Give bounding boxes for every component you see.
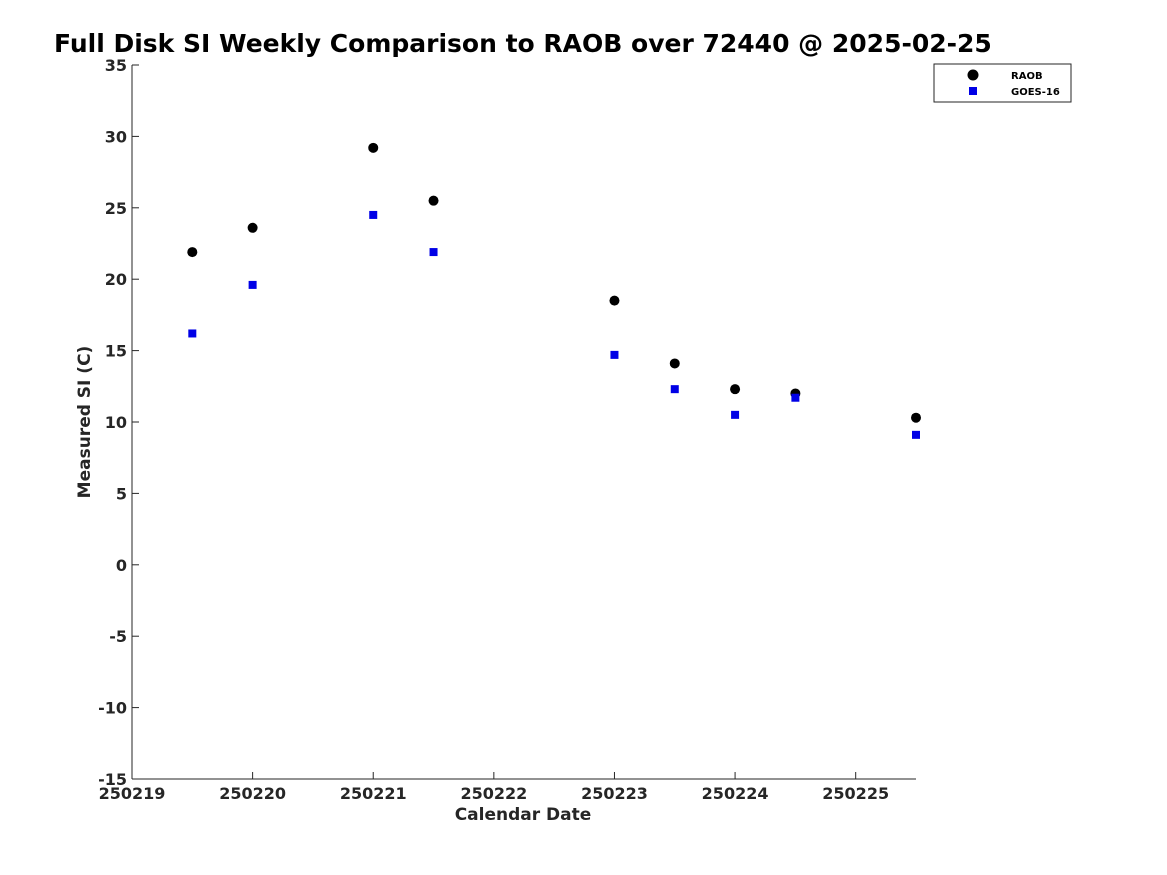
- y-tick-label: 10: [105, 413, 127, 432]
- y-tick-label: 0: [116, 556, 127, 575]
- legend-label-raob: RAOB: [1011, 71, 1043, 82]
- goes-16-point: [188, 329, 197, 338]
- raob-point: [609, 295, 620, 306]
- x-tick-label: 250221: [340, 784, 407, 803]
- legend-marker-raob: [967, 69, 979, 81]
- raob-point: [368, 142, 379, 153]
- y-tick-label: 5: [116, 484, 127, 503]
- goes-16-point: [248, 280, 257, 289]
- raob-point: [730, 384, 741, 395]
- x-tick-label: 250223: [581, 784, 648, 803]
- x-axis-label: Calendar Date: [455, 805, 592, 825]
- x-tick-label: 250219: [99, 784, 166, 803]
- raob-point: [911, 412, 921, 423]
- raob-point: [669, 358, 680, 369]
- y-tick-label: 15: [105, 342, 127, 361]
- y-ticks: 35 30 25 20 15 10 5 0 -5 -10 -15: [98, 56, 139, 789]
- y-tick-label: 20: [105, 270, 127, 289]
- data-points: [187, 142, 921, 439]
- legend-box: [933, 63, 1072, 103]
- goes-16-point: [731, 410, 740, 419]
- x-tick-label: 250224: [702, 784, 769, 803]
- raob-point: [247, 222, 258, 233]
- goes-16-point: [369, 210, 378, 219]
- x-ticks: 250219 250220 250221 250222 250223 250224 2502…: [99, 772, 889, 803]
- legend-marker-goes-16: [969, 87, 977, 95]
- y-tick-label: -15: [98, 770, 127, 789]
- x-tick-label: 250222: [460, 784, 527, 803]
- x-tick-label: 250225: [822, 784, 889, 803]
- legend: RAOB GOES-16: [933, 63, 1072, 103]
- raob-point: [428, 195, 439, 206]
- goes-16-point: [670, 385, 679, 394]
- legend-label-goes-16: GOES-16: [1011, 87, 1060, 98]
- x-tick-label: 250220: [219, 784, 286, 803]
- y-tick-label: -5: [109, 627, 127, 646]
- axes: [131, 65, 916, 780]
- raob-point: [187, 247, 198, 258]
- y-tick-label: 25: [105, 199, 127, 218]
- y-tick-label: 35: [105, 56, 127, 75]
- y-tick-label: 30: [105, 127, 127, 146]
- goes-16-point: [791, 393, 800, 402]
- goes-16-point: [429, 248, 438, 257]
- goes-16-point: [912, 430, 920, 439]
- chart-title: Full Disk SI Weekly Comparison to RAOB o…: [54, 29, 992, 58]
- y-tick-label: -10: [98, 699, 127, 718]
- goes-16-point: [610, 350, 619, 359]
- y-axis-label: Measured SI (C): [75, 346, 95, 499]
